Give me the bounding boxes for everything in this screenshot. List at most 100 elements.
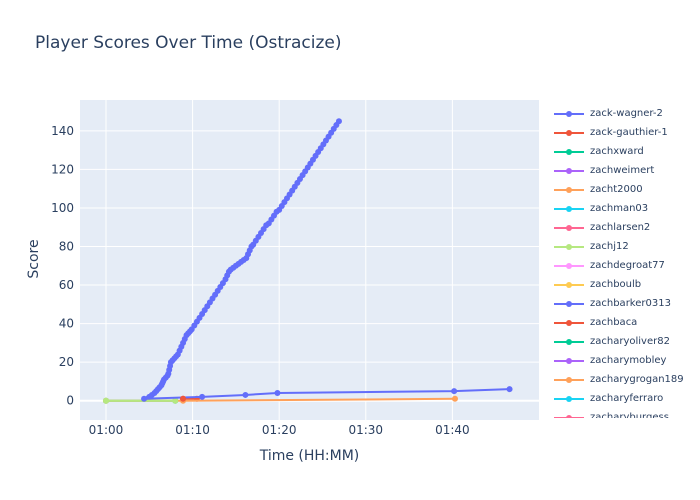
legend-item[interactable]: zachboulb bbox=[548, 275, 698, 294]
x-axis-label: Time (HH:MM) bbox=[259, 448, 360, 464]
legend-swatch-marker bbox=[566, 110, 572, 117]
legend-label: zacharyburgess bbox=[590, 412, 669, 418]
legend-label: zachlarsen2 bbox=[590, 222, 651, 233]
legend-swatch-marker bbox=[566, 376, 572, 383]
data-point bbox=[335, 118, 342, 125]
legend-swatch bbox=[554, 336, 584, 348]
legend-swatch bbox=[554, 203, 584, 215]
legend-swatch bbox=[554, 279, 584, 291]
data-point bbox=[274, 390, 281, 397]
legend-item[interactable]: zachbaca bbox=[548, 313, 698, 332]
legend-item[interactable]: zachweimert bbox=[548, 161, 698, 180]
legend-swatch bbox=[554, 260, 584, 272]
y-tick-label: 80 bbox=[59, 240, 74, 254]
legend-item[interactable]: zack-gauthier-1 bbox=[548, 123, 698, 142]
series-zachbarker0313 bbox=[141, 386, 513, 402]
series-zachbaca bbox=[180, 395, 187, 402]
chart-title: Player Scores Over Time (Ostracize) bbox=[35, 33, 342, 53]
legend-label: zacht2000 bbox=[590, 184, 643, 195]
data-point bbox=[141, 395, 148, 402]
y-tick-label: 120 bbox=[51, 162, 74, 176]
legend-swatch bbox=[554, 317, 584, 329]
x-tick-label: 01:40 bbox=[435, 423, 470, 437]
legend-item[interactable]: zacharyburgess bbox=[548, 408, 698, 418]
legend-item[interactable]: zacharygrogan189 bbox=[548, 370, 698, 389]
data-point bbox=[172, 397, 179, 404]
y-tick-label: 60 bbox=[59, 278, 74, 292]
x-tick-label: 01:20 bbox=[262, 423, 297, 437]
legend-item[interactable]: zachman03 bbox=[548, 199, 698, 218]
legend-item[interactable]: zacharymobley bbox=[548, 351, 698, 370]
series-layer bbox=[102, 118, 513, 404]
legend-item[interactable]: zachxward bbox=[548, 142, 698, 161]
legend-swatch-marker bbox=[566, 129, 572, 136]
series-line bbox=[144, 388, 510, 400]
legend-swatch-marker bbox=[566, 281, 572, 288]
legend-label: zachj12 bbox=[590, 241, 629, 252]
legend-label: zachboulb bbox=[590, 279, 642, 290]
legend-swatch-marker bbox=[566, 338, 572, 345]
legend: zack-wagner-2 zack-gauthier-1 zachxward zac… bbox=[548, 104, 698, 418]
legend-swatch-marker bbox=[566, 262, 572, 269]
legend-item[interactable]: zack-wagner-2 bbox=[548, 104, 698, 123]
legend-swatch bbox=[554, 108, 584, 120]
legend-label: zachdegroat77 bbox=[590, 260, 665, 271]
legend-label: zachbarker0313 bbox=[590, 298, 671, 309]
legend-swatch-marker bbox=[566, 148, 572, 155]
legend-swatch bbox=[554, 393, 584, 405]
legend-item[interactable]: zachdegroat77 bbox=[548, 256, 698, 275]
legend-label: zachman03 bbox=[590, 203, 649, 214]
legend-swatch-marker bbox=[566, 395, 572, 402]
y-tick-label: 20 bbox=[59, 355, 74, 369]
legend-label: zachweimert bbox=[590, 165, 655, 176]
legend-swatch bbox=[554, 165, 584, 177]
legend-item[interactable]: zacharyoliver82 bbox=[548, 332, 698, 351]
legend-label: zacharyferraro bbox=[590, 393, 664, 404]
legend-swatch bbox=[554, 146, 584, 158]
legend-swatch bbox=[554, 184, 584, 196]
legend-swatch bbox=[554, 222, 584, 234]
data-point bbox=[242, 391, 249, 398]
legend-item[interactable]: zacharyferraro bbox=[548, 389, 698, 408]
data-point bbox=[506, 386, 513, 393]
legend-swatch-marker bbox=[566, 186, 572, 193]
legend-swatch bbox=[554, 241, 584, 253]
legend-swatch bbox=[554, 127, 584, 139]
legend-label: zachbaca bbox=[590, 317, 638, 328]
legend-swatch-marker bbox=[566, 243, 572, 250]
y-tick-label: 100 bbox=[51, 201, 74, 215]
legend-label: zack-wagner-2 bbox=[590, 108, 663, 119]
x-tick-label: 01:00 bbox=[89, 423, 124, 437]
legend-swatch bbox=[554, 374, 584, 386]
series-zack-wagner-2 bbox=[144, 118, 342, 402]
legend-item[interactable]: zachj12 bbox=[548, 237, 698, 256]
legend-swatch-marker bbox=[566, 357, 572, 364]
data-point bbox=[451, 395, 458, 402]
y-tick-label: 40 bbox=[59, 317, 74, 331]
legend-label: zack-gauthier-1 bbox=[590, 127, 668, 138]
legend-label: zacharymobley bbox=[590, 355, 667, 366]
y-tick-label: 0 bbox=[66, 394, 74, 408]
legend-label: zacharygrogan189 bbox=[590, 374, 684, 385]
x-tick-label: 01:10 bbox=[175, 423, 210, 437]
legend-item[interactable]: zachbarker0313 bbox=[548, 294, 698, 313]
legend-swatch-marker bbox=[566, 205, 572, 212]
legend-item[interactable]: zachlarsen2 bbox=[548, 218, 698, 237]
legend-swatch bbox=[554, 412, 584, 418]
legend-swatch-marker bbox=[566, 300, 572, 307]
legend-swatch-marker bbox=[566, 167, 572, 174]
tick-labels: 0 20 40 60 80 100 120 140 01:00 01:10 01:20 01:30 01… bbox=[51, 124, 470, 437]
plot-background bbox=[80, 100, 539, 420]
legend-swatch bbox=[554, 298, 584, 310]
data-point bbox=[451, 388, 458, 395]
legend-swatch-marker bbox=[566, 224, 572, 231]
legend-item[interactable]: zacht2000 bbox=[548, 180, 698, 199]
data-point bbox=[199, 393, 206, 400]
data-point bbox=[180, 395, 187, 402]
legend-swatch-marker bbox=[566, 414, 572, 418]
legend-label: zacharyoliver82 bbox=[590, 336, 670, 347]
y-axis-label: Score bbox=[26, 239, 42, 278]
legend-swatch bbox=[554, 355, 584, 367]
y-tick-label: 140 bbox=[51, 124, 74, 138]
